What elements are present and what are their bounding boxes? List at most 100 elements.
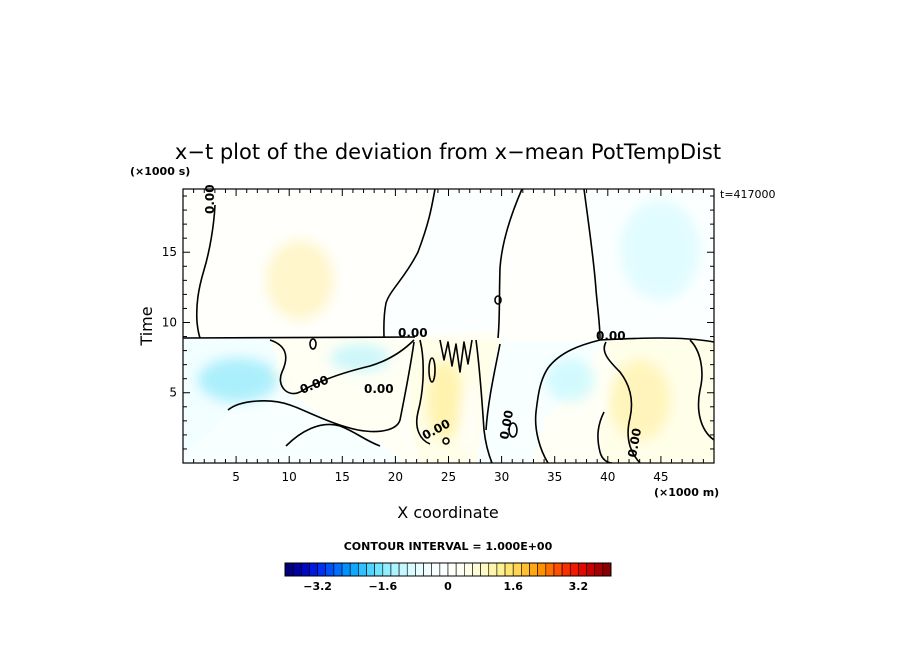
colorbar-swatch [521, 562, 530, 577]
plot-area [183, 189, 714, 463]
x-tick-label: 40 [600, 470, 615, 484]
colorbar-tick-label: 3.2 [569, 580, 589, 593]
contour-loop [508, 422, 518, 438]
contour-loop [442, 437, 450, 445]
x-tick-label: 5 [232, 470, 240, 484]
y-axis-unit: (×1000 s) [130, 165, 190, 178]
colorbar-swatch [423, 562, 432, 577]
contour-label: 0.00 [203, 184, 217, 214]
colorbar-swatch [553, 562, 563, 577]
colorbar-swatch [488, 562, 498, 577]
colorbar-swatch [602, 562, 612, 577]
colorbar [284, 562, 612, 577]
contour-line [195, 204, 216, 339]
x-tick-label: 20 [388, 470, 403, 484]
contour-label: 0.00 [398, 326, 428, 340]
chart-title: x−t plot of the deviation from x−mean Po… [175, 140, 721, 164]
x-tick-label: 10 [282, 470, 297, 484]
colorbar-swatch [512, 562, 522, 577]
colorbar-swatch [341, 562, 351, 577]
contour-label: 0.00 [625, 427, 644, 459]
colorbar-swatch [309, 562, 318, 577]
colorbar-frame [284, 562, 612, 577]
contour-line [689, 339, 714, 441]
x-tick-label: 15 [335, 470, 350, 484]
y-tick-label: 5 [169, 386, 177, 400]
contour-line [269, 339, 415, 395]
colorbar-swatch [561, 562, 571, 577]
region-upper-rightcenter-positive [498, 189, 600, 338]
colorbar-swatch [284, 562, 294, 577]
colorbar-swatch [325, 562, 335, 577]
x-axis-label: X coordinate [397, 503, 498, 522]
colorbar-swatch [480, 562, 490, 577]
colorbar-swatch [439, 562, 449, 577]
colorbar-swatch [398, 562, 408, 577]
y-tick-label: 10 [162, 315, 177, 329]
contour-line [285, 423, 381, 447]
colorbar-swatch [447, 562, 457, 577]
colorbar-swatch [504, 562, 514, 577]
colorbar-swatch [300, 562, 310, 577]
axis-ticks [182, 189, 715, 464]
contour-interval-text: CONTOUR INTERVAL = 1.000E+00 [344, 540, 553, 553]
contour-line [439, 339, 473, 373]
x-tick-label: 35 [547, 470, 562, 484]
region-upper-center-negative [384, 189, 522, 338]
colorbar-swatch [463, 562, 473, 577]
contour-line [485, 343, 501, 431]
colorbar-swatch [545, 562, 555, 577]
contour-label: 0.00 [596, 329, 626, 343]
contour-label: 0.00 [497, 409, 516, 441]
contour-line [183, 336, 416, 339]
colorbar-swatch [472, 562, 481, 577]
colorbar-swatch [382, 562, 392, 577]
colorbar-swatch [349, 562, 359, 577]
colorbar-swatch [586, 562, 595, 577]
x-tick-labels: 5 10 15 20 25 30 35 40 45 [232, 470, 668, 484]
colorbar-swatch [333, 562, 343, 577]
colorbar-tick-label: −1.6 [368, 580, 397, 593]
field-texture [198, 200, 700, 456]
colorbar-swatch [292, 562, 302, 577]
contour-loop [309, 338, 317, 350]
contour-loop [428, 357, 436, 383]
colorbar-swatch [578, 562, 587, 577]
colorbar-swatch [569, 562, 579, 577]
colorbar-swatch [366, 562, 375, 577]
contour-line [475, 339, 493, 463]
contour-loop [494, 295, 502, 305]
colorbar-swatch [455, 562, 465, 577]
contour-line [383, 189, 436, 339]
colorbar-swatch [415, 562, 424, 577]
colorbar-swatch [317, 562, 327, 577]
colorbar-swatch [529, 562, 538, 577]
y-tick-labels: 5 10 15 [162, 245, 177, 400]
x-tick-label: 25 [441, 470, 456, 484]
colorbar-tick-label: 0 [444, 580, 452, 593]
colorbar-swatch [594, 562, 604, 577]
contour-line [497, 189, 523, 339]
x-axis-unit: (×1000 m) [654, 486, 719, 499]
colorbar-swatch [374, 562, 384, 577]
x-tick-label: 45 [653, 470, 668, 484]
colorbar-swatch [431, 562, 441, 577]
contour-line [415, 339, 431, 445]
colorbar-swatch [537, 562, 547, 577]
y-tick-label: 15 [162, 245, 177, 259]
colorbar-swatch [406, 562, 416, 577]
time-stamp: t=417000 [720, 188, 776, 201]
y-axis-label: Time [137, 306, 156, 346]
contour-line [583, 189, 601, 339]
region-lower-center-negative [183, 378, 402, 463]
colorbar-swatch [496, 562, 506, 577]
contour-line [599, 337, 714, 343]
contour-line [603, 341, 641, 463]
colorbar-tick-label: 1.6 [503, 580, 523, 593]
colorbar-swatch [358, 562, 367, 577]
colorbar-tick-labels: −3.2 −1.6 0 1.6 3.2 [303, 580, 588, 593]
contour-label: 0.00 [364, 382, 394, 396]
contour-line [227, 341, 415, 433]
contour-line [534, 339, 601, 463]
